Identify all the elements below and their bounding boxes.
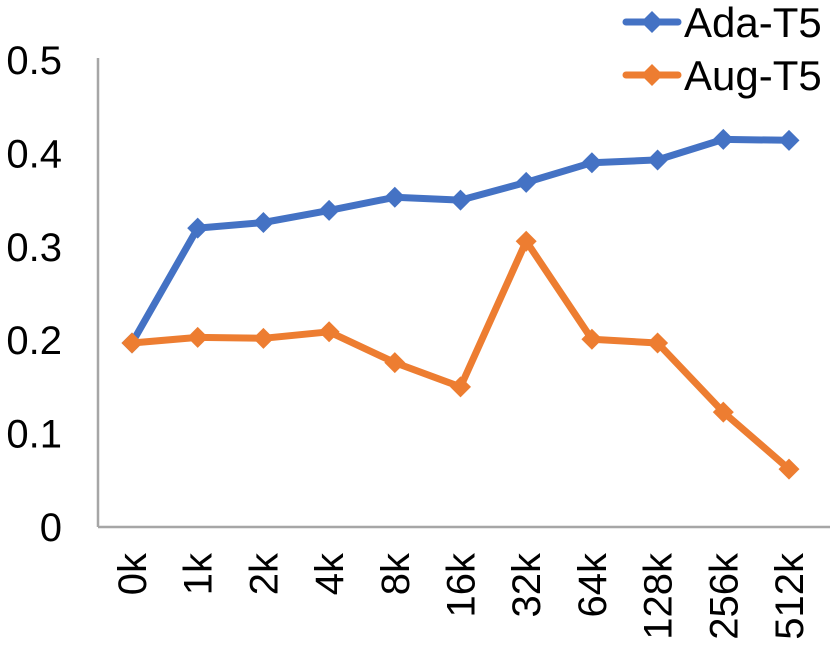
marker-diamond-aug-t5 — [252, 327, 274, 349]
marker-diamond-ada-t5 — [187, 217, 209, 239]
y-tick-label: 0.3 — [6, 226, 62, 270]
legend-item-ada-t5: Ada-T5 — [622, 0, 822, 46]
marker-diamond-aug-t5 — [515, 230, 537, 252]
marker-diamond-ada-t5 — [450, 189, 471, 211]
marker-diamond-aug-t5 — [450, 376, 471, 398]
marker-diamond-ada-t5 — [318, 199, 340, 221]
x-tick-label: 64k — [571, 552, 615, 617]
marker-diamond-aug-t5 — [778, 458, 800, 480]
y-tick-label: 0.2 — [6, 319, 62, 363]
legend-marker-diamond-ada-t5 — [641, 11, 663, 33]
legend-item-aug-t5: Aug-T5 — [622, 52, 822, 99]
legend-label-ada-t5: Ada-T5 — [684, 0, 822, 46]
marker-diamond-ada-t5 — [647, 149, 669, 171]
x-tick-label: 256k — [702, 552, 746, 640]
y-tick-label: 0.4 — [6, 132, 62, 176]
axes — [96, 58, 830, 529]
marker-diamond-ada-t5 — [252, 212, 274, 234]
x-tick-label: 2k — [242, 552, 286, 595]
legend-marker-diamond-aug-t5 — [641, 64, 663, 86]
marker-diamond-aug-t5 — [318, 321, 340, 343]
x-tick-label: 1k — [177, 552, 221, 595]
marker-diamond-aug-t5 — [121, 332, 143, 354]
marker-diamond-ada-t5 — [515, 171, 537, 193]
y-tick-label: 0.1 — [6, 413, 62, 457]
marker-diamond-ada-t5 — [712, 128, 734, 150]
x-tick-label: 8k — [374, 552, 418, 595]
marker-diamond-ada-t5 — [384, 186, 406, 208]
x-tick-label: 4k — [308, 552, 352, 595]
legend-label-aug-t5: Aug-T5 — [684, 52, 822, 99]
x-tick-label: 16k — [440, 552, 484, 617]
marker-diamond-ada-t5 — [581, 152, 603, 174]
marker-diamond-aug-t5 — [187, 326, 209, 348]
marker-diamond-aug-t5 — [581, 328, 603, 350]
x-axis-labels: 0k 1k 2k 4k 8k 16k 32k 64k 128k 256k 512k — [111, 552, 812, 640]
marker-diamond-aug-t5 — [384, 352, 406, 374]
marker-diamond-aug-t5 — [647, 332, 669, 354]
series-lines — [121, 128, 800, 480]
legend: Ada-T5 Aug-T5 — [622, 0, 822, 99]
series-line-ada-t5 — [128, 135, 793, 347]
x-tick-label: 32k — [505, 552, 549, 617]
x-tick-label: 0k — [111, 552, 155, 595]
marker-diamond-ada-t5 — [778, 129, 800, 151]
x-tick-label: 128k — [637, 552, 681, 640]
marker-diamond-aug-t5 — [712, 401, 734, 423]
x-tick-label: 512k — [768, 552, 812, 640]
y-tick-label: 0.5 — [6, 39, 62, 83]
y-axis-labels: 0 0.1 0.2 0.3 0.4 0.5 — [6, 39, 62, 550]
series-ada-t5 — [121, 128, 800, 354]
series-aug-t5 — [121, 230, 800, 480]
series-line-aug-t5 — [128, 237, 793, 473]
y-tick-label: 0 — [40, 506, 62, 550]
